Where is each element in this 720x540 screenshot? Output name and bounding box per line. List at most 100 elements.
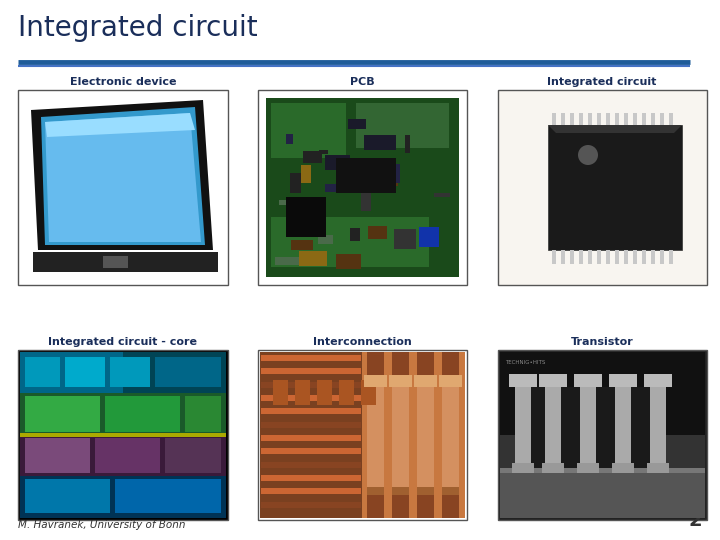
Bar bbox=[651, 113, 654, 125]
Polygon shape bbox=[45, 113, 195, 137]
Bar bbox=[500, 435, 705, 518]
Text: M. Havranek, University of Bonn: M. Havranek, University of Bonn bbox=[18, 520, 186, 530]
Bar bbox=[367, 495, 384, 518]
Polygon shape bbox=[33, 252, 218, 272]
Bar bbox=[419, 227, 439, 247]
Bar bbox=[615, 382, 631, 468]
Bar bbox=[325, 184, 356, 192]
Bar bbox=[318, 235, 333, 244]
Bar bbox=[394, 228, 416, 249]
Bar bbox=[105, 396, 180, 432]
Bar bbox=[509, 374, 537, 387]
Bar bbox=[261, 382, 361, 388]
Bar bbox=[642, 250, 646, 264]
Bar bbox=[392, 487, 409, 495]
Bar bbox=[574, 374, 602, 387]
Bar bbox=[606, 250, 610, 264]
Bar bbox=[596, 387, 615, 468]
Bar bbox=[103, 256, 128, 268]
Bar bbox=[417, 487, 434, 495]
Bar bbox=[361, 190, 371, 211]
Text: Electronic device: Electronic device bbox=[70, 77, 176, 87]
Bar bbox=[258, 90, 467, 285]
Bar bbox=[287, 134, 292, 144]
Bar bbox=[498, 90, 707, 285]
Bar bbox=[286, 197, 326, 237]
Bar bbox=[442, 487, 459, 495]
Bar bbox=[290, 173, 301, 193]
Bar bbox=[512, 463, 534, 473]
Bar bbox=[348, 119, 366, 129]
Bar bbox=[18, 90, 228, 285]
Bar bbox=[562, 250, 565, 264]
Bar bbox=[20, 435, 226, 476]
Bar bbox=[542, 463, 564, 473]
Bar bbox=[20, 433, 226, 437]
Bar bbox=[500, 468, 705, 473]
Bar bbox=[434, 193, 450, 197]
Bar bbox=[588, 113, 593, 125]
Bar bbox=[261, 435, 361, 441]
Bar bbox=[350, 228, 361, 241]
Bar bbox=[417, 375, 434, 495]
Bar bbox=[597, 113, 601, 125]
Bar bbox=[274, 257, 303, 265]
Bar bbox=[261, 355, 361, 361]
Text: Transistor: Transistor bbox=[571, 337, 634, 347]
Bar bbox=[615, 113, 619, 125]
Bar bbox=[325, 154, 350, 170]
Bar bbox=[261, 422, 361, 428]
Polygon shape bbox=[41, 107, 205, 245]
Text: 2: 2 bbox=[688, 511, 702, 530]
Bar bbox=[271, 217, 429, 267]
Bar bbox=[361, 166, 368, 188]
Bar bbox=[367, 375, 384, 495]
Bar bbox=[302, 151, 323, 163]
Bar bbox=[110, 357, 150, 387]
Bar bbox=[261, 462, 361, 468]
Bar bbox=[633, 250, 637, 264]
Polygon shape bbox=[45, 113, 201, 242]
Bar bbox=[577, 463, 599, 473]
Bar bbox=[266, 98, 459, 277]
Bar bbox=[548, 125, 682, 250]
Bar bbox=[609, 374, 637, 387]
Bar bbox=[362, 352, 465, 518]
Bar bbox=[498, 350, 707, 520]
Bar bbox=[367, 352, 384, 375]
Bar bbox=[539, 374, 567, 387]
Bar bbox=[261, 475, 361, 481]
Bar bbox=[185, 396, 221, 432]
Bar bbox=[299, 251, 326, 266]
Bar bbox=[356, 103, 449, 148]
Bar bbox=[271, 103, 346, 158]
Bar bbox=[20, 352, 123, 393]
Bar bbox=[439, 375, 462, 387]
Bar bbox=[389, 375, 412, 387]
Bar bbox=[442, 375, 459, 495]
Bar bbox=[261, 502, 361, 508]
Bar bbox=[405, 134, 410, 153]
Text: Integrated circuit: Integrated circuit bbox=[18, 14, 258, 42]
Bar bbox=[368, 164, 400, 183]
Bar bbox=[417, 495, 434, 518]
Bar bbox=[261, 488, 361, 494]
Bar bbox=[669, 250, 672, 264]
Bar bbox=[392, 495, 409, 518]
Bar bbox=[261, 368, 361, 374]
Bar bbox=[545, 382, 561, 468]
Bar bbox=[650, 382, 666, 468]
Bar bbox=[624, 250, 628, 264]
Text: Integrated circuit: Integrated circuit bbox=[547, 77, 657, 87]
Bar bbox=[18, 350, 228, 520]
Bar bbox=[364, 375, 387, 387]
Bar bbox=[261, 448, 361, 454]
Bar bbox=[261, 408, 361, 414]
Bar bbox=[348, 166, 379, 183]
Bar bbox=[561, 387, 580, 468]
Bar bbox=[361, 380, 376, 405]
Bar bbox=[580, 250, 583, 264]
Bar bbox=[20, 476, 226, 518]
Bar bbox=[642, 113, 646, 125]
Bar bbox=[295, 380, 310, 405]
